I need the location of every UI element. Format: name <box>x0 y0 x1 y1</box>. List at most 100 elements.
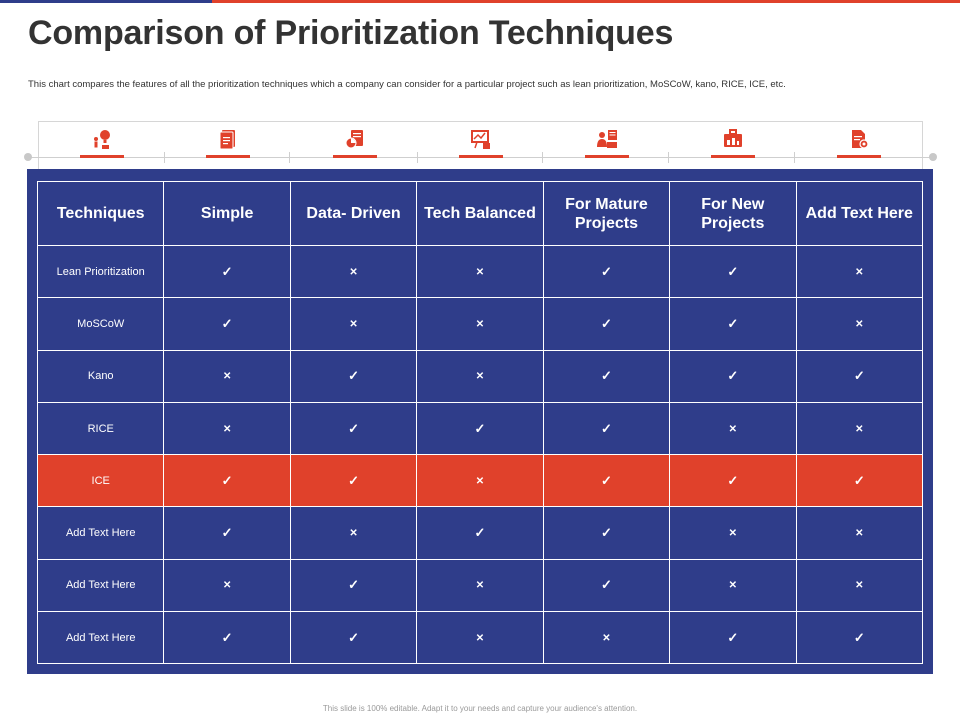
timeline-dot-right <box>929 153 937 161</box>
cell-no: ✕ <box>795 558 924 613</box>
cell-no: ✕ <box>416 611 544 665</box>
check-icon: ✓ <box>853 472 865 488</box>
cell-no: ✕ <box>795 297 924 351</box>
cell-yes: ✓ <box>542 244 671 299</box>
cell-yes: ✓ <box>163 244 291 299</box>
technique-label: ICE <box>36 454 165 508</box>
cell-no: ✕ <box>163 401 291 456</box>
cell-no: ✕ <box>416 297 544 351</box>
cross-icon: ✕ <box>475 475 485 487</box>
check-icon: ✓ <box>600 577 612 593</box>
check-icon: ✓ <box>600 263 612 279</box>
cross-icon: ✕ <box>855 528 864 540</box>
cell-yes: ✓ <box>669 297 797 351</box>
check-icon: ✓ <box>221 525 233 541</box>
technique-label: Add Text Here <box>36 611 165 665</box>
icon-column-5 <box>577 127 637 161</box>
cell-no: ✕ <box>669 401 797 456</box>
technique-label: Add Text Here <box>36 506 165 560</box>
table-row: Lean Prioritization ✓ ✕ ✕ ✓ ✓ ✕ <box>36 244 924 299</box>
icon-strip <box>38 121 923 169</box>
team-icon <box>597 130 617 148</box>
cell-yes: ✓ <box>542 558 671 613</box>
technique-label: Kano <box>36 349 165 403</box>
check-icon: ✓ <box>727 368 739 384</box>
table-row: MoSCoW ✓ ✕ ✕ ✓ ✓ ✕ <box>36 297 924 351</box>
cross-icon: ✕ <box>222 423 232 435</box>
page-subtitle: This chart compares the features of all … <box>28 79 786 90</box>
technique-label: Lean Prioritization <box>36 244 165 299</box>
check-icon: ✓ <box>600 525 612 541</box>
cell-no: ✕ <box>163 349 291 403</box>
cell-no: ✕ <box>416 244 544 299</box>
timeline-dot-left <box>24 153 32 161</box>
cross-icon: ✕ <box>475 580 485 592</box>
top-accent-blue <box>0 0 212 3</box>
cell-yes: ✓ <box>669 454 797 508</box>
table-header-row: Techniques Simple Data- Driven Tech Balance… <box>36 181 924 246</box>
cell-no: ✕ <box>795 244 924 299</box>
check-icon: ✓ <box>348 472 359 488</box>
page-title: Comparison of Prioritization Techniques <box>28 14 674 52</box>
cell-yes: ✓ <box>795 611 924 665</box>
cell-yes: ✓ <box>289 611 418 665</box>
cross-icon: ✕ <box>855 580 864 592</box>
file-settings-icon <box>852 130 869 149</box>
cell-yes: ✓ <box>669 611 797 665</box>
table-row: Add Text Here ✓ ✓ ✕ ✕ ✓ ✓ <box>36 611 924 665</box>
check-icon: ✓ <box>221 472 233 488</box>
timeline-tick <box>417 152 418 163</box>
cell-yes: ✓ <box>669 244 797 299</box>
check-icon: ✓ <box>853 368 865 384</box>
cell-no: ✕ <box>289 506 418 560</box>
cell-no: ✕ <box>416 454 544 508</box>
check-icon: ✓ <box>221 315 233 331</box>
cross-icon: ✕ <box>475 266 485 278</box>
cross-icon: ✕ <box>475 371 485 383</box>
check-icon: ✓ <box>853 629 865 645</box>
check-icon: ✓ <box>600 368 612 384</box>
icon-column-7 <box>829 127 889 161</box>
top-accent-red <box>212 0 960 3</box>
cell-no: ✕ <box>669 558 797 613</box>
icon-column-2 <box>198 127 258 161</box>
column-header: Add Text Here <box>795 181 924 246</box>
check-icon: ✓ <box>348 368 359 384</box>
cross-icon: ✕ <box>349 528 358 540</box>
cell-yes: ✓ <box>542 401 671 456</box>
cross-icon: ✕ <box>222 371 232 383</box>
cell-no: ✕ <box>669 506 797 560</box>
check-icon: ✓ <box>727 472 739 488</box>
cross-icon: ✕ <box>349 266 358 278</box>
cell-no: ✕ <box>416 558 544 613</box>
cross-icon: ✕ <box>222 580 232 592</box>
cell-no: ✕ <box>795 506 924 560</box>
cell-no: ✕ <box>795 401 924 456</box>
cross-icon: ✕ <box>855 423 864 435</box>
table-row: Kano ✕ ✓ ✕ ✓ ✓ ✓ <box>36 349 924 403</box>
document-icon <box>219 130 235 150</box>
column-header: For Mature Projects <box>542 181 671 246</box>
check-icon: ✓ <box>600 472 612 488</box>
comparison-table: Techniques Simple Data- Driven Tech Balance… <box>36 181 924 665</box>
column-header: Data- Driven <box>289 181 418 246</box>
cell-yes: ✓ <box>289 349 418 403</box>
cell-no: ✕ <box>289 244 418 299</box>
cell-yes: ✓ <box>289 558 418 613</box>
check-icon: ✓ <box>348 629 359 645</box>
timeline-tick <box>794 152 795 163</box>
table-row: RICE ✕ ✓ ✓ ✓ ✕ ✕ <box>36 401 924 456</box>
cell-yes: ✓ <box>289 454 418 508</box>
cross-icon: ✕ <box>728 580 738 592</box>
report-icon <box>345 130 363 149</box>
lightbulb-person-icon <box>94 130 110 149</box>
icon-column-1 <box>72 127 132 161</box>
cell-yes: ✓ <box>795 349 924 403</box>
check-icon: ✓ <box>221 629 233 645</box>
check-icon: ✓ <box>221 263 233 279</box>
check-icon: ✓ <box>348 420 359 436</box>
icon-column-3 <box>325 127 385 161</box>
check-icon: ✓ <box>727 263 739 279</box>
column-header: Tech Balanced <box>416 181 544 246</box>
check-icon: ✓ <box>600 420 612 436</box>
